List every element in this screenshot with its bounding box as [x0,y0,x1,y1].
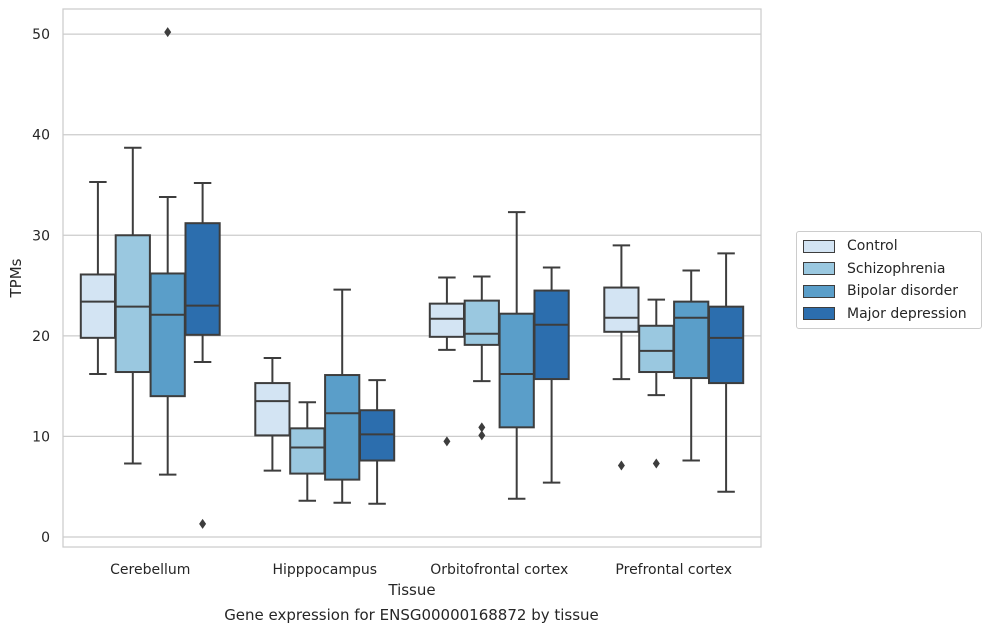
box-body [463,299,500,346]
box [184,181,221,529]
legend-label: Bipolar disorder [847,283,959,300]
legend-entry: Major depression [797,303,981,326]
x-tick-label: Hipppocampus [272,562,377,578]
box [638,298,675,469]
legend-entry: Bipolar disorder [797,280,981,303]
box-body [603,286,640,333]
box-body [254,382,291,437]
box-body [533,289,570,381]
box [358,379,396,505]
box-body [289,427,326,475]
box [603,244,640,471]
box [673,269,710,462]
outlier-point [164,27,172,38]
box-body [638,324,675,374]
y-tick-label: 10 [32,429,50,445]
outlier-point [478,430,486,441]
y-tick-label: 0 [41,530,50,546]
box-body [707,305,745,385]
outlier-point [443,436,451,447]
box [149,27,186,476]
x-tick-label: Cerebellum [110,562,190,578]
box [324,288,361,504]
box-body [358,409,396,462]
x-tick-label: Prefrontal cortex [615,562,732,578]
box-body [184,222,221,336]
legend-swatch [803,262,835,276]
outlier-point [199,518,207,529]
y-tick-label: 20 [32,329,50,345]
legend-label: Schizophrenia [847,260,946,277]
box [289,401,326,502]
box-body [79,273,117,339]
y-axis-title: TPMs [7,258,25,298]
outlier-point [617,460,625,471]
x-axis-title: Tissue [387,581,435,599]
x-tick-labels: Cerebellum Hipppocampus Orbitofrontal cort… [110,562,732,578]
legend-label: Control [847,238,898,255]
box [498,211,535,500]
plot-area-frame [62,8,762,548]
y-tick-labels: 0 10 20 30 40 50 [32,27,50,546]
box-body [673,300,710,380]
legend: Control Schizophrenia Bipolar disorder Majo… [796,231,982,329]
legend-entry: Schizophrenia [797,258,981,281]
box [428,276,466,447]
box [114,146,151,465]
legend-swatch [803,284,835,298]
y-tick-label: 40 [32,128,50,144]
outlier-point [478,422,486,433]
x-tick-label: Orbitofrontal cortex [430,562,568,578]
legend-swatch [803,239,835,253]
box-body [428,302,466,338]
box-plot-series [79,27,745,529]
y-tick-label: 50 [32,27,50,43]
outlier-point [652,458,660,469]
legend-entry: Control [797,235,981,258]
box-body [498,312,535,429]
box-body [324,374,361,481]
box [79,180,117,376]
box [707,252,745,493]
legend-swatch [803,307,835,321]
legend-label: Major depression [847,305,967,322]
y-tick-label: 30 [32,228,50,244]
figure-caption: Gene expression for ENSG00000168872 by t… [224,606,599,624]
box [533,266,570,484]
box [463,275,500,441]
box-body [149,272,186,398]
box [254,356,291,472]
box-body [114,234,151,374]
